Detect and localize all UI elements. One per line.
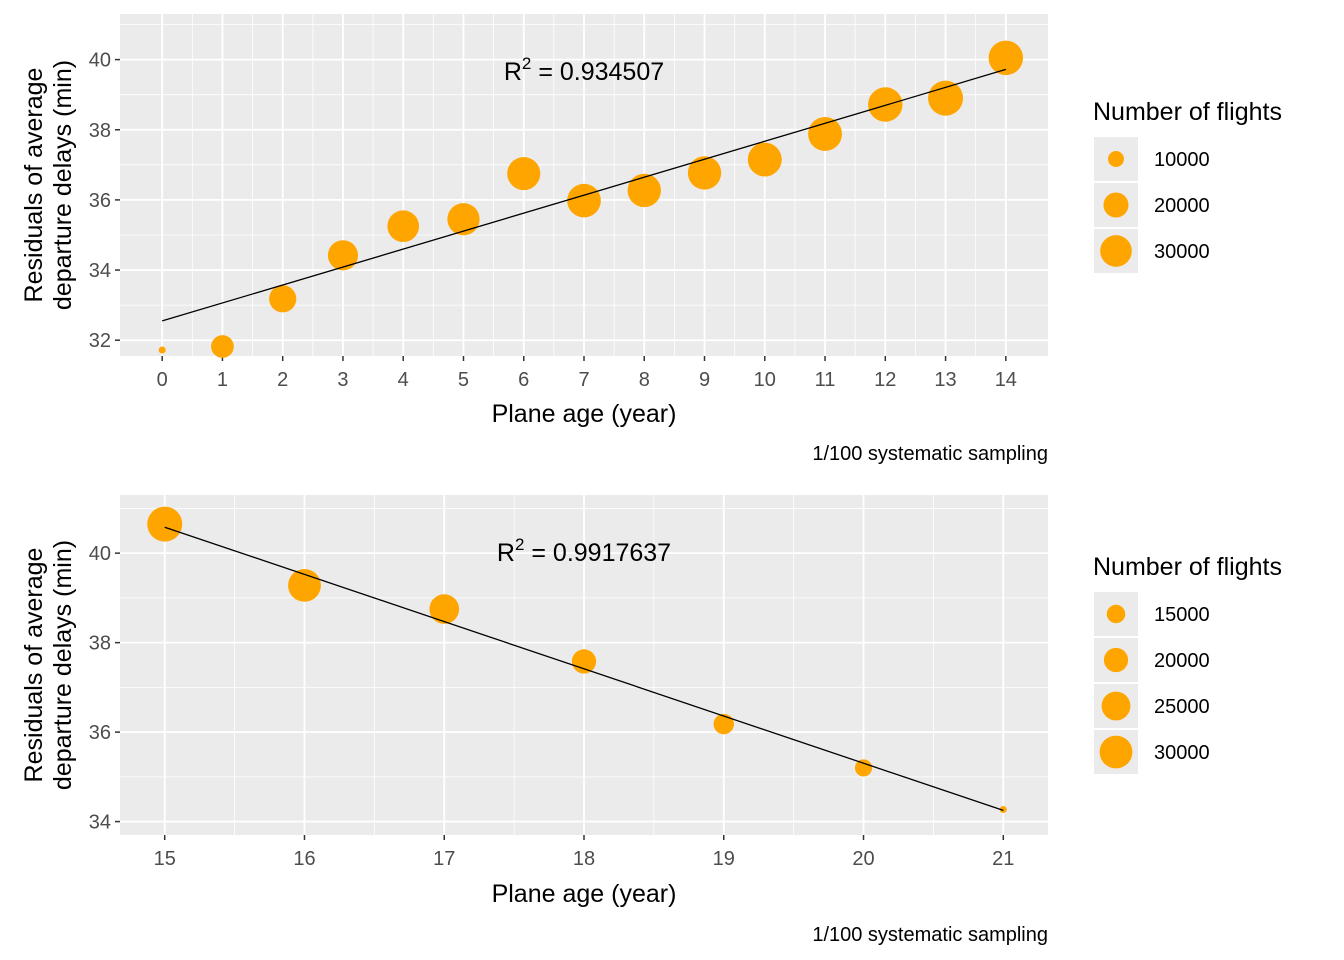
y-axis-title-line2: departure delays (min): [49, 540, 77, 790]
data-point: [928, 80, 964, 116]
x-tick-label: 13: [934, 369, 956, 391]
r-squared-annotation: R2 = 0.934507: [504, 54, 664, 86]
data-point: [747, 142, 782, 177]
x-axis-title: Plane age (year): [492, 400, 677, 428]
data-point: [571, 649, 597, 674]
data-point: [854, 759, 873, 777]
data-point: [868, 87, 903, 122]
y-axis-title-line2: departure delays (min): [49, 60, 77, 310]
y-axis-title-line1: Residuals of average: [20, 68, 48, 303]
size-legend: Number of flights 15000 20000 25000 30000: [1093, 553, 1282, 774]
y-tick-label: 40: [89, 543, 111, 565]
legend-point: [1106, 604, 1126, 624]
legend-label: 25000: [1154, 696, 1210, 718]
x-tick-label: 10: [754, 369, 776, 391]
data-point: [507, 157, 541, 191]
y-tick-label: 34: [89, 260, 111, 282]
r-squared-superscript: 2: [522, 54, 531, 73]
legend-label: 30000: [1154, 742, 1210, 764]
x-tick-label: 6: [518, 369, 529, 391]
x-tick-label: 19: [713, 848, 735, 870]
legend-point: [1103, 192, 1129, 218]
legend-title: Number of flights: [1093, 98, 1282, 126]
data-point: [429, 594, 460, 624]
chart-2: 34 36 38 40 15 16 17 18 19 20 21 R2 = 0.9917637 Plan…: [20, 495, 1282, 946]
x-tick-label: 12: [874, 369, 896, 391]
r-squared-value: = 0.9917637: [524, 539, 671, 567]
data-point: [567, 183, 601, 218]
x-tick-label: 20: [852, 848, 874, 870]
data-point: [627, 173, 661, 208]
legend-title: Number of flights: [1093, 553, 1282, 581]
r-squared-letter: R: [504, 58, 522, 86]
x-tick-label: 7: [578, 369, 589, 391]
data-point: [808, 117, 842, 151]
r-squared-letter: R: [497, 539, 515, 567]
y-axis-title-line1: Residuals of average: [20, 548, 48, 783]
x-tick-label: 0: [157, 369, 168, 391]
legend-label: 30000: [1154, 241, 1210, 263]
x-tick-label: 8: [639, 369, 650, 391]
r-squared-superscript: 2: [515, 535, 524, 554]
legend-point: [1103, 647, 1129, 673]
x-tick-label: 4: [398, 369, 409, 391]
x-tick-label: 17: [433, 848, 455, 870]
legend-label: 10000: [1154, 149, 1210, 171]
legend-point: [1101, 691, 1131, 721]
data-point: [327, 240, 359, 271]
data-point: [988, 40, 1024, 76]
size-legend: Number of flights 10000 20000 30000: [1093, 98, 1282, 273]
data-point: [211, 335, 234, 358]
y-tick-label: 38: [89, 120, 111, 142]
data-point: [447, 203, 480, 236]
x-tick-label: 21: [992, 848, 1014, 870]
chart-caption: 1/100 systematic sampling: [812, 924, 1048, 946]
y-tick-label: 40: [89, 50, 111, 72]
legend-label: 20000: [1154, 195, 1210, 217]
x-tick-label: 3: [337, 369, 348, 391]
x-tick-label: 15: [154, 848, 176, 870]
data-point: [387, 210, 420, 243]
x-tick-label: 16: [293, 848, 315, 870]
x-tick-label: 18: [573, 848, 595, 870]
legend-label: 20000: [1154, 650, 1210, 672]
y-tick-label: 36: [89, 190, 111, 212]
regression-line: [164, 526, 1004, 812]
x-tick-label: 9: [699, 369, 710, 391]
chart-caption: 1/100 systematic sampling: [812, 443, 1048, 465]
x-axis-title: Plane age (year): [492, 880, 677, 908]
legend-point: [1099, 735, 1133, 769]
data-point: [999, 806, 1007, 813]
x-tick-label: 11: [815, 369, 836, 391]
x-tick-label: 14: [995, 369, 1017, 391]
legend-point: [1108, 151, 1124, 167]
data-point: [269, 285, 297, 313]
y-tick-label: 32: [89, 330, 111, 352]
y-tick-label: 38: [89, 633, 111, 655]
y-tick-label: 34: [89, 812, 111, 834]
data-point: [713, 713, 734, 735]
x-tick-label: 5: [458, 369, 469, 391]
data-point: [147, 506, 183, 542]
regression-line: [161, 68, 1007, 322]
x-tick-label: 2: [277, 369, 288, 391]
x-tick-label: 1: [217, 369, 228, 391]
y-tick-label: 36: [89, 722, 111, 744]
r-squared-value: = 0.934507: [531, 58, 664, 86]
data-point: [687, 156, 722, 190]
r-squared-annotation: R2 = 0.9917637: [497, 535, 671, 567]
legend-label: 15000: [1154, 604, 1210, 626]
data-point: [158, 346, 166, 354]
legend-point: [1100, 235, 1132, 267]
